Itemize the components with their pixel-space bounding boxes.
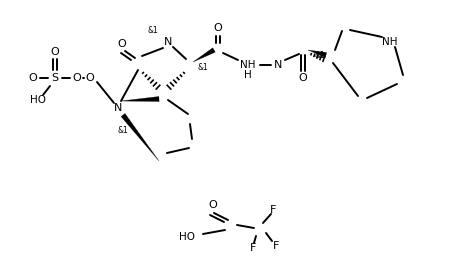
- Text: HO: HO: [30, 95, 46, 105]
- Text: N: N: [164, 37, 172, 47]
- Text: O: O: [299, 73, 308, 83]
- Text: F: F: [270, 205, 276, 215]
- Text: N: N: [114, 103, 122, 113]
- Text: HO: HO: [179, 232, 195, 242]
- Text: F: F: [273, 241, 279, 251]
- Text: S: S: [51, 73, 59, 83]
- Text: O: O: [28, 73, 37, 83]
- Text: F: F: [250, 243, 256, 253]
- Text: O: O: [118, 39, 126, 49]
- Text: O: O: [73, 73, 81, 83]
- Polygon shape: [121, 96, 159, 101]
- Polygon shape: [308, 50, 327, 58]
- Text: NH: NH: [240, 60, 256, 70]
- Text: &1: &1: [118, 125, 129, 135]
- Text: &1: &1: [198, 63, 208, 71]
- Text: O: O: [50, 47, 59, 57]
- Text: H: H: [244, 70, 252, 80]
- Text: N: N: [274, 60, 282, 70]
- Text: O: O: [209, 200, 218, 210]
- Text: &1: &1: [148, 26, 158, 34]
- Text: &1: &1: [314, 51, 325, 59]
- Text: NH: NH: [382, 37, 398, 47]
- Text: O: O: [86, 73, 95, 83]
- Polygon shape: [193, 48, 215, 62]
- Text: O: O: [213, 23, 222, 33]
- Polygon shape: [121, 113, 159, 161]
